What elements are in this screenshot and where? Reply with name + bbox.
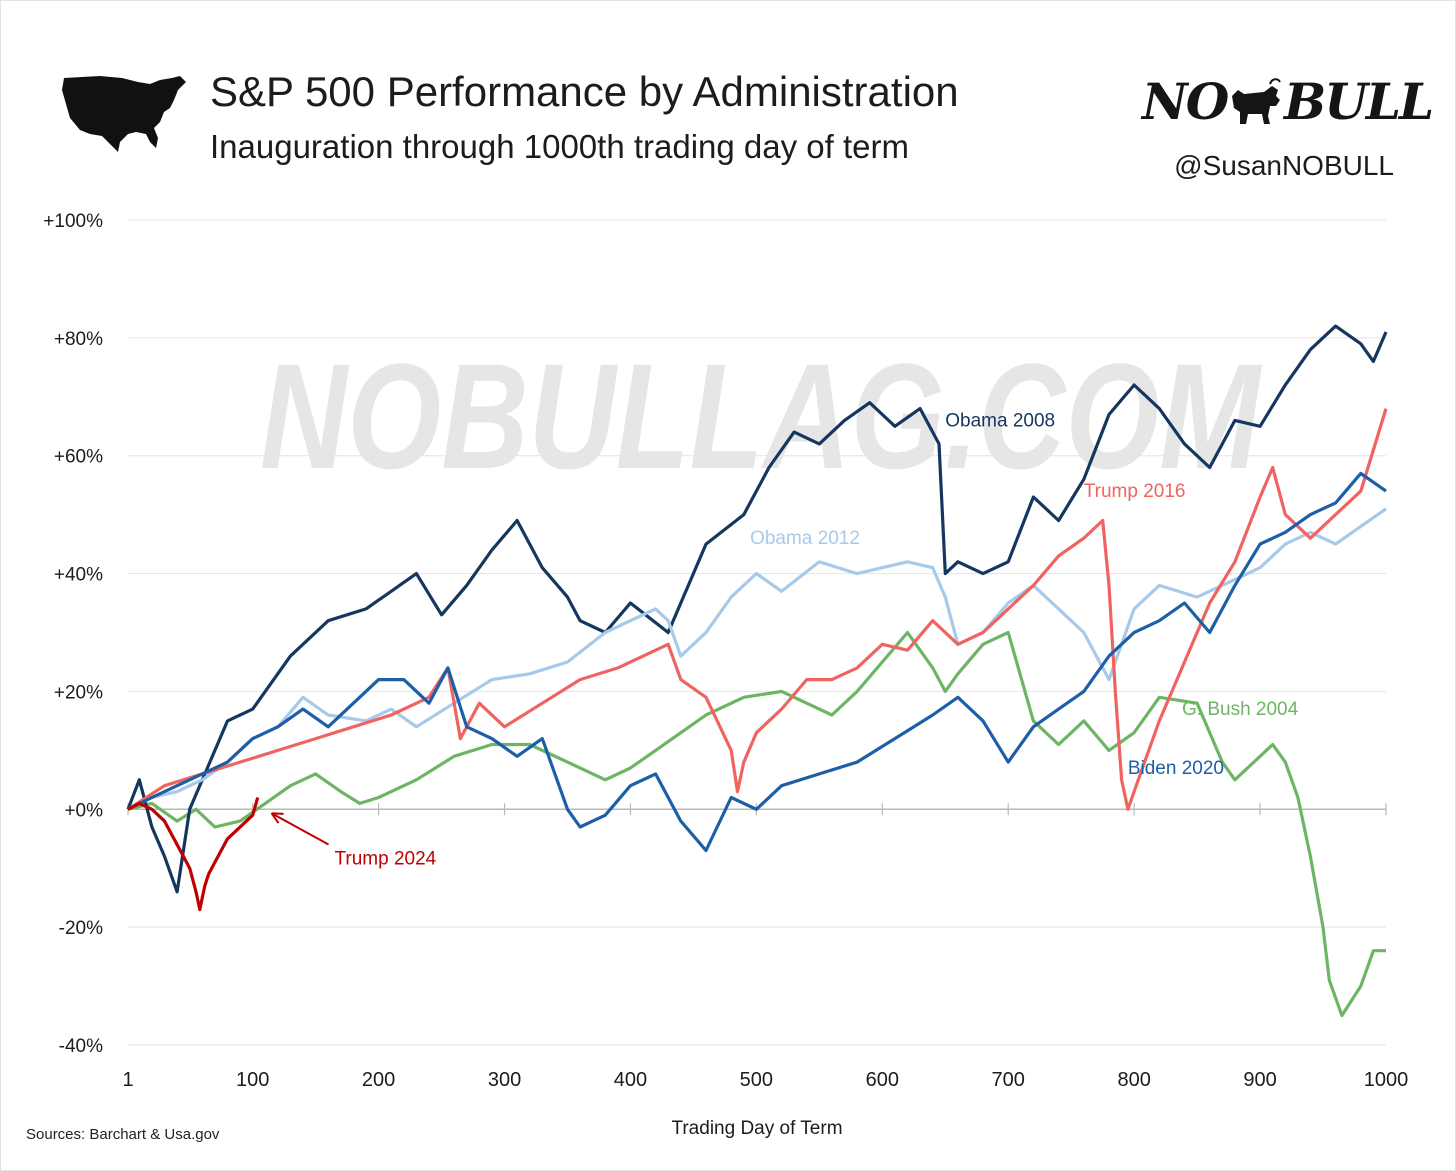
x-axis-label: Trading Day of Term [671, 1118, 842, 1139]
x-tick-label: 500 [740, 1069, 773, 1091]
y-tick-label: -20% [59, 918, 103, 939]
annotation-label: Trump 2024 [335, 849, 437, 870]
logo-text-left: NO [1142, 72, 1229, 131]
chart-subtitle: Inauguration through 1000th trading day … [210, 128, 909, 165]
x-tick-label: 800 [1117, 1069, 1150, 1091]
y-tick-label: +0% [64, 800, 103, 821]
x-tick-label: 1 [122, 1069, 133, 1091]
nobull-logo: NO BULL [1138, 70, 1434, 136]
series-label: Obama 2008 [945, 410, 1055, 431]
series-label: Obama 2012 [750, 528, 860, 549]
x-tick-label: 300 [488, 1069, 521, 1091]
y-tick-label: +40% [54, 565, 103, 586]
series-line-trump-2024 [127, 797, 260, 912]
series-label: Trump 2016 [1084, 481, 1186, 502]
y-tick-label: +20% [54, 682, 103, 703]
usa-map-icon [62, 76, 186, 152]
logo-text-right: BULL [1284, 72, 1434, 131]
x-tick-label: 400 [614, 1069, 647, 1091]
watermark: NOBULLAG.COM [260, 332, 1262, 500]
y-tick-label: +60% [54, 447, 103, 468]
annotation-arrowhead [270, 812, 284, 824]
chart-title: S&P 500 Performance by Administration [210, 68, 959, 115]
sources-note: Sources: Barchart & Usa.gov [26, 1126, 220, 1143]
x-tick-label: 700 [992, 1069, 1025, 1091]
series-line-obama-2012 [127, 507, 1387, 811]
bull-icon [1232, 78, 1281, 124]
x-tick-label: 900 [1243, 1069, 1276, 1091]
x-tick-label: 1000 [1364, 1069, 1409, 1091]
x-tick-label: 100 [236, 1069, 269, 1091]
y-tick-label: +100% [43, 211, 103, 232]
x-tick-label: 600 [866, 1069, 899, 1091]
series-line-obama-2008 [126, 324, 1388, 894]
annotation-arrow [271, 812, 329, 846]
twitter-handle: @SusanNOBULL [1174, 150, 1394, 181]
y-tick-label: +80% [54, 329, 103, 350]
y-tick-label: -40% [59, 1036, 103, 1057]
series-label: G. Bush 2004 [1182, 699, 1299, 720]
series-label: Biden 2020 [1128, 758, 1224, 779]
series-line-g-bush-2004 [127, 630, 1386, 1018]
x-tick-label: 200 [362, 1069, 395, 1091]
series-line-biden-2020 [127, 471, 1387, 853]
